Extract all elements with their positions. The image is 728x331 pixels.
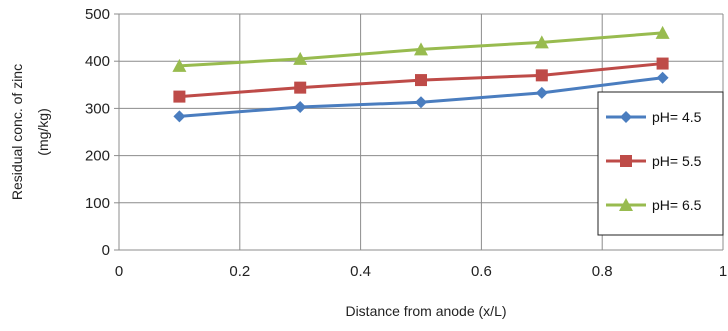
data-point xyxy=(415,96,427,109)
legend-label: pH= 4.5 xyxy=(652,109,702,125)
data-point xyxy=(294,100,307,113)
y-axis-title-line-1: Residual conc. of zinc xyxy=(9,64,25,200)
data-point xyxy=(414,42,428,56)
axes xyxy=(114,13,723,251)
series-layer xyxy=(172,25,670,123)
legend: pH= 4.5 pH= 5.5 pH= 6.5 xyxy=(597,91,724,236)
x-axis-title: Distance from anode (x/L) xyxy=(345,303,506,319)
x-tick-label: 0.8 xyxy=(592,263,613,280)
data-point xyxy=(294,81,307,94)
x-tick-label: 0 xyxy=(115,263,123,280)
data-point xyxy=(656,71,669,84)
y-tick-label: 400 xyxy=(85,53,110,70)
data-point xyxy=(656,57,669,70)
legend-entry: pH= 6.5 xyxy=(606,197,702,213)
data-point xyxy=(535,69,548,82)
legend-marker xyxy=(620,155,632,167)
legend-label: pH= 6.5 xyxy=(652,197,702,213)
data-point xyxy=(173,110,186,123)
series-2 xyxy=(173,57,669,103)
legend-marker xyxy=(619,198,633,211)
y-tick-label: 0 xyxy=(102,242,110,259)
x-tick-label: 0.2 xyxy=(229,263,250,280)
legend-label: pH= 5.5 xyxy=(652,153,702,169)
series-3 xyxy=(172,25,670,72)
y-tick-label: 300 xyxy=(85,100,110,117)
legend-entry: pH= 4.5 xyxy=(606,109,702,125)
series-1 xyxy=(173,71,669,123)
y-tick-label: 100 xyxy=(85,195,110,212)
data-point xyxy=(534,35,549,49)
data-point xyxy=(293,51,308,65)
y-tick-label: 200 xyxy=(85,148,110,165)
tick-labels: 0 100 200 300 400 500 0 0.2 0.4 0.6 0.8 1 xyxy=(85,6,727,280)
legend-marker xyxy=(620,111,632,123)
legend-entry: pH= 5.5 xyxy=(606,153,702,169)
data-point xyxy=(535,86,548,99)
data-point xyxy=(172,58,187,72)
data-point xyxy=(415,74,427,87)
data-point xyxy=(173,90,186,103)
x-tick-label: 1 xyxy=(719,263,727,280)
x-tick-label: 0.4 xyxy=(350,263,371,280)
y-tick-label: 500 xyxy=(85,6,110,23)
data-point xyxy=(655,25,670,39)
x-tick-label: 0.6 xyxy=(471,263,492,280)
y-axis-title-line-2: (mg/kg) xyxy=(35,108,51,155)
